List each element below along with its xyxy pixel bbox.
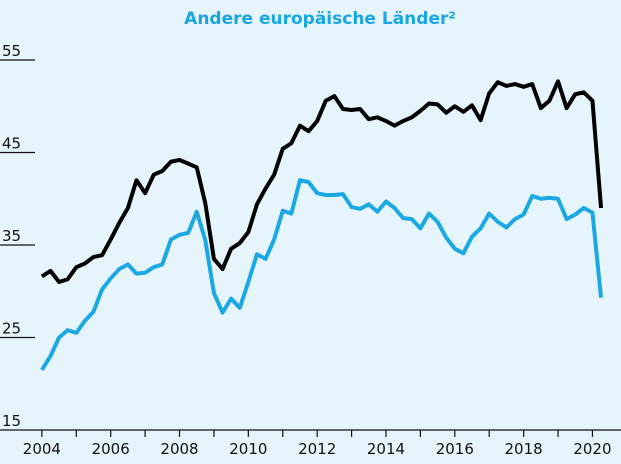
x-tick-label: 2014 bbox=[367, 440, 405, 458]
x-tick-label: 2004 bbox=[23, 440, 61, 458]
x-tick-label: 2018 bbox=[505, 440, 543, 458]
line-series bbox=[40, 178, 604, 371]
x-tick-label: 2010 bbox=[229, 440, 267, 458]
y-tick-label: 25 bbox=[2, 320, 21, 338]
x-tick-label: 2012 bbox=[298, 440, 336, 458]
x-tick-label: 2006 bbox=[92, 440, 130, 458]
y-tick-label: 45 bbox=[2, 135, 21, 153]
x-tick-label: 2016 bbox=[436, 440, 474, 458]
y-tick-label: 15 bbox=[2, 412, 21, 430]
y-tick-label: 35 bbox=[2, 227, 21, 245]
x-tick-label: 2008 bbox=[160, 440, 198, 458]
x-tick-label: 2020 bbox=[573, 440, 611, 458]
line-series bbox=[40, 79, 604, 284]
y-tick-label: 55 bbox=[2, 42, 21, 60]
chart-title: Andere europäische Länder² bbox=[184, 9, 456, 29]
